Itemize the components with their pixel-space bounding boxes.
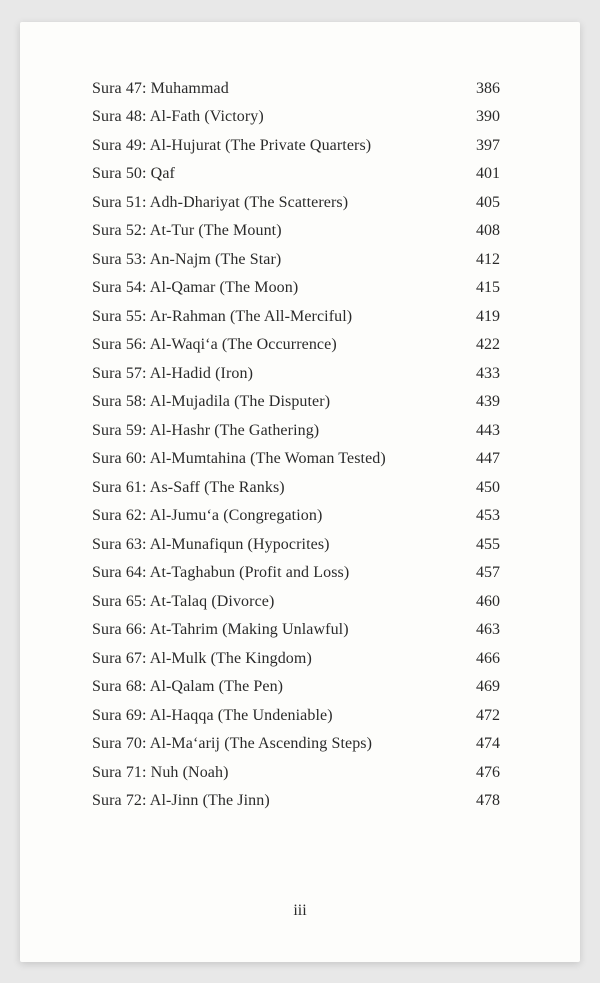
toc-row: Sura 56: Al-Waqi‘a (The Occurrence) 422 [92, 336, 520, 354]
page-number: iii [20, 902, 580, 920]
toc-entry-page: 390 [476, 108, 520, 126]
toc-row: Sura 62: Al-Jumu‘a (Congregation) 453 [92, 507, 520, 525]
toc-entry-page: 397 [476, 137, 520, 155]
toc-entry-page: 474 [476, 735, 520, 753]
toc-entry-page: 447 [476, 450, 520, 468]
toc-entry-title: Sura 52: At-Tur (The Mount) [92, 222, 452, 240]
toc-entry-title: Sura 60: Al-Mumtahina (The Woman Tested) [92, 450, 452, 468]
toc-entry-page: 422 [476, 336, 520, 354]
toc-entry-page: 472 [476, 707, 520, 725]
toc-entry-page: 408 [476, 222, 520, 240]
toc-row: Sura 60: Al-Mumtahina (The Woman Tested)… [92, 450, 520, 468]
toc-entry-page: 457 [476, 564, 520, 582]
toc-entry-page: 469 [476, 678, 520, 696]
toc-entry-title: Sura 72: Al-Jinn (The Jinn) [92, 792, 452, 810]
toc-row: Sura 47: Muhammad 386 [92, 80, 520, 98]
toc-entry-page: 415 [476, 279, 520, 297]
toc-row: Sura 69: Al-Haqqa (The Undeniable) 472 [92, 707, 520, 725]
toc-entry-title: Sura 71: Nuh (Noah) [92, 764, 452, 782]
toc-row: Sura 50: Qaf 401 [92, 165, 520, 183]
toc-entry-page: 443 [476, 422, 520, 440]
toc-entry-title: Sura 69: Al-Haqqa (The Undeniable) [92, 707, 452, 725]
toc-entry-page: 455 [476, 536, 520, 554]
toc-entry-page: 401 [476, 165, 520, 183]
toc-entry-title: Sura 65: At-Talaq (Divorce) [92, 593, 452, 611]
toc-row: Sura 63: Al-Munafiqun (Hypocrites) 455 [92, 536, 520, 554]
toc-row: Sura 64: At-Taghabun (Profit and Loss) 45… [92, 564, 520, 582]
toc-entry-title: Sura 51: Adh-Dhariyat (The Scatterers) [92, 194, 452, 212]
toc-row: Sura 65: At-Talaq (Divorce) 460 [92, 593, 520, 611]
toc-entry-title: Sura 64: At-Taghabun (Profit and Loss) [92, 564, 452, 582]
toc-row: Sura 58: Al-Mujadila (The Disputer) 439 [92, 393, 520, 411]
toc-row: Sura 71: Nuh (Noah) 476 [92, 764, 520, 782]
toc-entry-title: Sura 56: Al-Waqi‘a (The Occurrence) [92, 336, 452, 354]
toc-entry-title: Sura 53: An-Najm (The Star) [92, 251, 452, 269]
toc-entry-page: 405 [476, 194, 520, 212]
toc-entry-title: Sura 59: Al-Hashr (The Gathering) [92, 422, 452, 440]
toc-entry-page: 476 [476, 764, 520, 782]
toc-entry-page: 463 [476, 621, 520, 639]
toc-entry-title: Sura 49: Al-Hujurat (The Private Quarter… [92, 137, 452, 155]
toc-entry-title: Sura 62: Al-Jumu‘a (Congregation) [92, 507, 452, 525]
toc-entry-page: 439 [476, 393, 520, 411]
toc-entry-page: 419 [476, 308, 520, 326]
toc-entry-title: Sura 70: Al-Ma‘arij (The Ascending Steps… [92, 735, 452, 753]
toc-entry-page: 450 [476, 479, 520, 497]
toc-row: Sura 72: Al-Jinn (The Jinn) 478 [92, 792, 520, 810]
toc-entry-title: Sura 66: At-Tahrim (Making Unlawful) [92, 621, 452, 639]
toc-entry-title: Sura 54: Al-Qamar (The Moon) [92, 279, 452, 297]
toc-entry-title: Sura 50: Qaf [92, 165, 452, 183]
toc-entry-page: 412 [476, 251, 520, 269]
toc-row: Sura 52: At-Tur (The Mount) 408 [92, 222, 520, 240]
toc-entry-page: 478 [476, 792, 520, 810]
toc-row: Sura 61: As-Saff (The Ranks) 450 [92, 479, 520, 497]
toc-row: Sura 67: Al-Mulk (The Kingdom) 466 [92, 650, 520, 668]
toc-entry-page: 466 [476, 650, 520, 668]
toc-row: Sura 53: An-Najm (The Star) 412 [92, 251, 520, 269]
toc-entry-title: Sura 63: Al-Munafiqun (Hypocrites) [92, 536, 452, 554]
toc-row: Sura 51: Adh-Dhariyat (The Scatterers) 40… [92, 194, 520, 212]
toc-entry-title: Sura 68: Al-Qalam (The Pen) [92, 678, 452, 696]
toc-row: Sura 70: Al-Ma‘arij (The Ascending Steps… [92, 735, 520, 753]
toc-row: Sura 66: At-Tahrim (Making Unlawful) 463 [92, 621, 520, 639]
toc-entry-title: Sura 47: Muhammad [92, 80, 452, 98]
toc-entry-page: 460 [476, 593, 520, 611]
toc-list: Sura 47: Muhammad 386 Sura 48: Al-Fath (Vi… [92, 80, 520, 811]
toc-row: Sura 59: Al-Hashr (The Gathering) 443 [92, 422, 520, 440]
toc-entry-page: 433 [476, 365, 520, 383]
toc-entry-title: Sura 58: Al-Mujadila (The Disputer) [92, 393, 452, 411]
document-page: Sura 47: Muhammad 386 Sura 48: Al-Fath (Vi… [20, 22, 580, 962]
toc-entry-title: Sura 55: Ar-Rahman (The All-Merciful) [92, 308, 452, 326]
toc-entry-page: 386 [476, 80, 520, 98]
toc-row: Sura 49: Al-Hujurat (The Private Quarter… [92, 137, 520, 155]
toc-row: Sura 54: Al-Qamar (The Moon) 415 [92, 279, 520, 297]
toc-row: Sura 48: Al-Fath (Victory) 390 [92, 108, 520, 126]
toc-row: Sura 57: Al-Hadid (Iron) 433 [92, 365, 520, 383]
toc-entry-title: Sura 67: Al-Mulk (The Kingdom) [92, 650, 452, 668]
toc-entry-title: Sura 57: Al-Hadid (Iron) [92, 365, 452, 383]
toc-entry-title: Sura 61: As-Saff (The Ranks) [92, 479, 452, 497]
toc-row: Sura 55: Ar-Rahman (The All-Merciful) 419 [92, 308, 520, 326]
toc-entry-title: Sura 48: Al-Fath (Victory) [92, 108, 452, 126]
toc-entry-page: 453 [476, 507, 520, 525]
toc-row: Sura 68: Al-Qalam (The Pen) 469 [92, 678, 520, 696]
